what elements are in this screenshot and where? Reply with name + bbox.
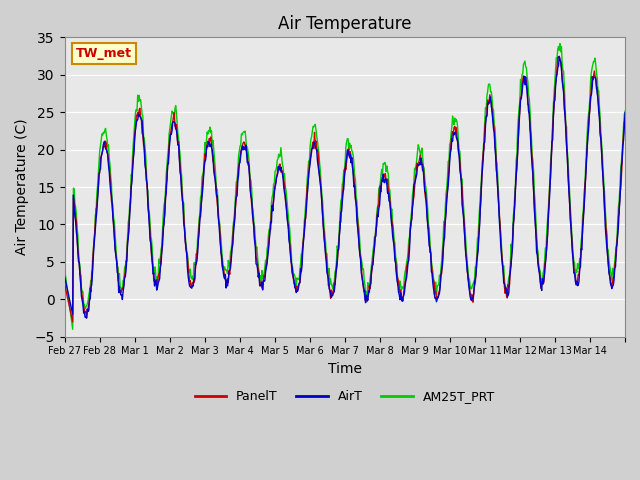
Title: Air Temperature: Air Temperature <box>278 15 412 33</box>
X-axis label: Time: Time <box>328 362 362 376</box>
Legend: PanelT, AirT, AM25T_PRT: PanelT, AirT, AM25T_PRT <box>190 385 500 408</box>
Text: TW_met: TW_met <box>76 47 132 60</box>
Y-axis label: Air Temperature (C): Air Temperature (C) <box>15 119 29 255</box>
